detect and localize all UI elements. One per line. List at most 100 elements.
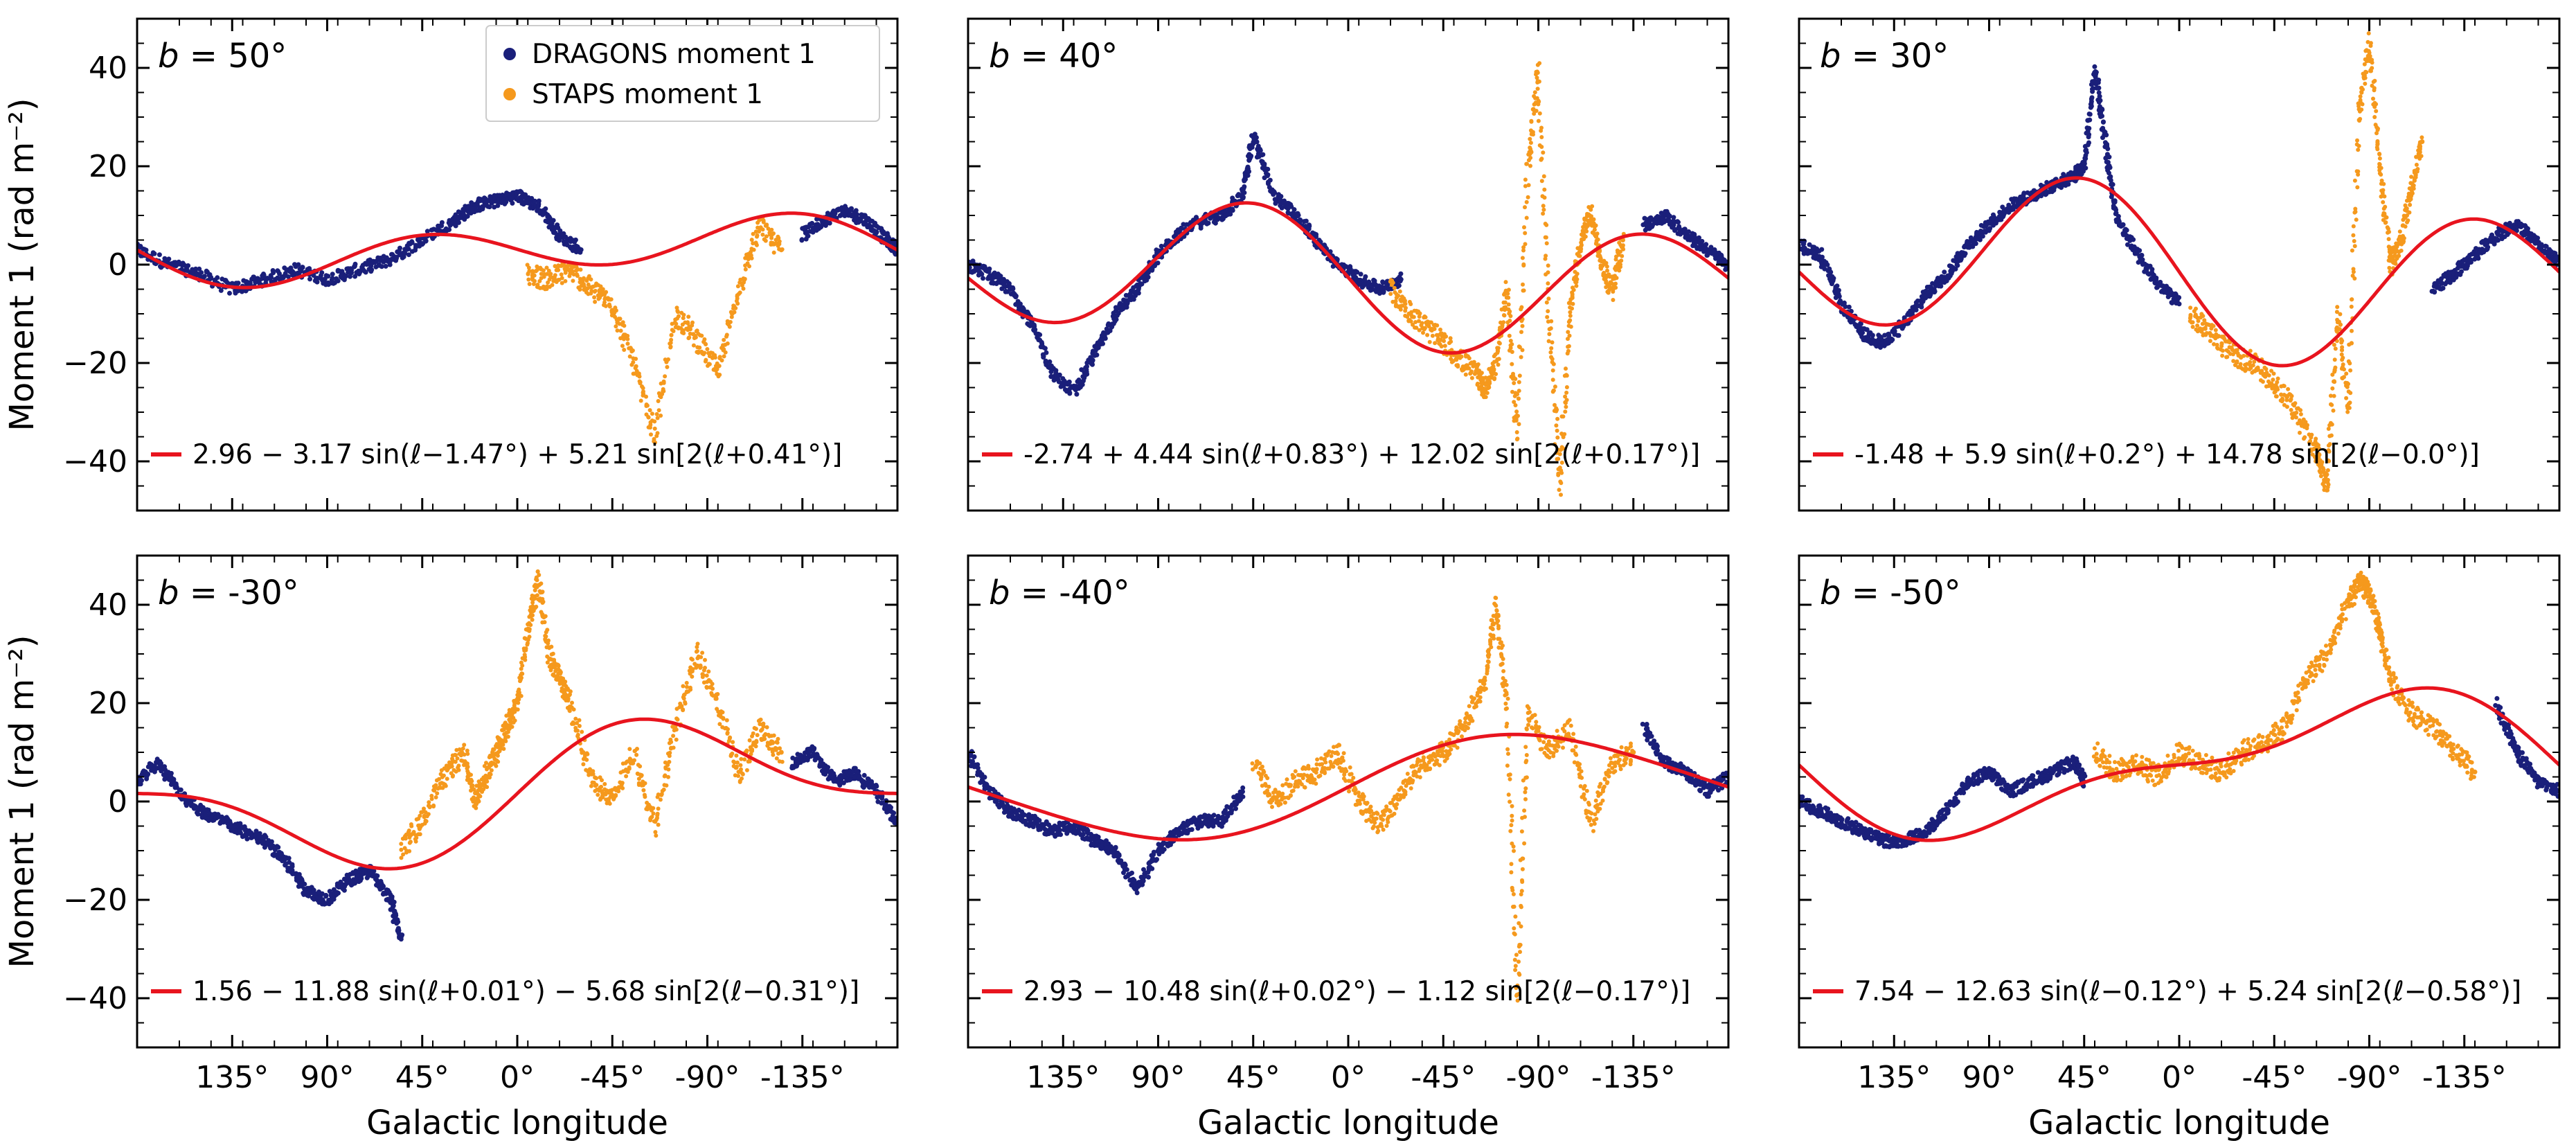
data-point <box>1524 215 1529 220</box>
data-point <box>713 355 717 360</box>
data-point <box>1819 254 1825 260</box>
data-point <box>2145 265 2150 270</box>
data-point <box>1461 368 1466 373</box>
data-point <box>1506 295 1511 300</box>
data-point <box>2368 44 2373 48</box>
data-point <box>1541 211 1546 216</box>
data-point <box>1042 346 1048 351</box>
data-point <box>1398 276 1404 282</box>
data-point <box>2404 207 2408 212</box>
data-point <box>717 355 722 360</box>
data-point <box>2476 256 2481 261</box>
data-point <box>981 276 985 281</box>
data-point <box>2344 396 2349 400</box>
data-point <box>1537 99 1541 104</box>
data-point <box>1519 355 1523 360</box>
data-point <box>2349 304 2354 309</box>
data-point <box>749 238 754 242</box>
data-point <box>1228 211 1233 217</box>
data-point <box>2113 211 2119 215</box>
data-point <box>2352 244 2357 249</box>
data-point <box>533 278 537 283</box>
data-point <box>2370 57 2374 62</box>
data-point <box>1398 307 1403 312</box>
data-point <box>2440 285 2446 291</box>
data-point <box>1510 362 1514 366</box>
data-point <box>1520 256 1525 260</box>
data-point <box>1291 207 1297 212</box>
data-point <box>235 281 241 286</box>
data-point <box>2325 488 2330 493</box>
data-point <box>2418 144 2423 149</box>
data-point <box>2190 324 2195 329</box>
data-point <box>1649 224 1655 229</box>
data-point <box>2409 175 2414 179</box>
data-point <box>1492 367 1496 371</box>
data-point <box>2256 367 2261 372</box>
data-point <box>539 272 544 276</box>
data-point <box>2382 194 2387 199</box>
data-point <box>1682 227 1688 232</box>
data-point <box>1521 282 1525 287</box>
data-point <box>578 287 582 292</box>
data-point <box>741 286 746 291</box>
data-point <box>722 354 726 359</box>
data-point <box>858 218 864 223</box>
data-point <box>1390 281 1395 285</box>
data-point <box>2101 119 2106 125</box>
data-point <box>1521 262 1526 267</box>
data-point <box>2116 213 2121 219</box>
data-point <box>2286 387 2291 391</box>
data-point <box>717 373 722 377</box>
data-point <box>761 218 766 223</box>
data-point <box>1620 254 1625 258</box>
data-point <box>1380 279 1386 285</box>
data-point <box>1526 195 1530 200</box>
data-point <box>1528 155 1533 160</box>
data-point <box>1712 251 1717 256</box>
data-point <box>582 284 587 289</box>
data-point <box>271 270 276 276</box>
data-point <box>2375 141 2380 146</box>
data-point <box>2233 363 2237 367</box>
data-point <box>469 200 474 206</box>
data-point <box>1417 314 1422 319</box>
data-point <box>649 432 653 437</box>
data-point <box>1554 423 1559 428</box>
data-point <box>2362 62 2367 67</box>
data-point <box>1155 260 1161 266</box>
data-point <box>1555 457 1559 461</box>
data-point <box>1067 391 1073 396</box>
data-point <box>2247 367 2252 371</box>
data-point <box>1536 118 1541 123</box>
data-point <box>1523 231 1528 236</box>
data-point <box>1264 173 1270 179</box>
data-point <box>1444 334 1449 339</box>
data-point <box>1550 340 1555 345</box>
data-point <box>2206 322 2210 327</box>
data-point <box>387 262 393 267</box>
data-point <box>634 364 638 369</box>
data-point <box>2086 140 2091 145</box>
data-point <box>1614 276 1619 281</box>
data-point <box>771 231 776 236</box>
data-point <box>645 403 650 408</box>
data-point <box>560 276 564 281</box>
data-point <box>1676 220 1681 225</box>
data-point <box>348 267 354 273</box>
data-point <box>2248 348 2253 353</box>
data-point <box>2349 341 2354 346</box>
data-point <box>1398 271 1404 276</box>
staps-series <box>525 215 785 445</box>
data-point <box>2269 369 2273 373</box>
data-point <box>1053 368 1059 373</box>
data-point <box>1526 183 1531 188</box>
data-point <box>2260 380 2265 384</box>
data-point <box>760 227 765 232</box>
data-point <box>2403 224 2408 229</box>
data-point <box>2092 64 2098 69</box>
data-point <box>806 224 812 229</box>
data-point <box>2415 167 2420 171</box>
data-point <box>208 274 214 280</box>
data-point <box>2331 408 2336 413</box>
